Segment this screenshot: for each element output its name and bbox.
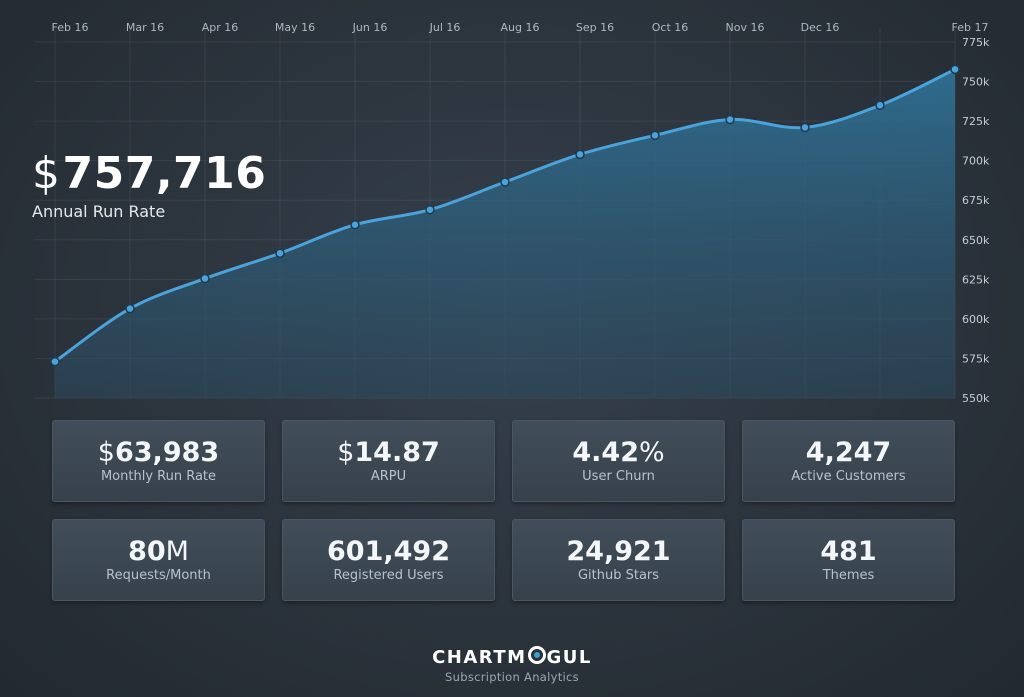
metric-prefix: $: [97, 437, 115, 469]
metric-label: Active Customers: [791, 468, 906, 484]
x-tick-label: May 16: [275, 21, 315, 34]
x-tick-label: Feb 16: [52, 21, 89, 34]
arr-area-chart: Feb 16 Mar 16 Apr 16 May 16 Jun 16 Jul 16 Aug …: [50, 21, 990, 405]
metric-number: 4.42: [572, 437, 639, 469]
metric-label: Registered Users: [333, 567, 444, 583]
metric-number: 63,983: [114, 437, 220, 469]
y-tick-label: 725k: [962, 115, 990, 128]
x-tick-label: Nov 16: [726, 21, 765, 34]
y-axis-labels: 550k 575k 600k 625k 650k 675k 700k 725k 750k 775k: [962, 36, 990, 405]
x-tick-label: Mar 16: [126, 21, 164, 34]
metric-number: 24,921: [566, 536, 671, 568]
metric-value: 24,921: [566, 537, 670, 567]
annual-run-rate-label: Annual Run Rate: [32, 202, 166, 221]
y-tick-label: 550k: [962, 392, 990, 405]
metric-suffix: M: [165, 536, 189, 568]
data-point: [950, 64, 960, 75]
data-point: [725, 114, 735, 125]
y-tick-label: 600k: [962, 313, 990, 326]
y-tick-label: 750k: [962, 76, 990, 89]
x-tick-label: Dec 16: [801, 21, 840, 34]
metric-tile-registered-users[interactable]: 601,492 Registered Users: [282, 519, 495, 601]
headline-metric: $757,716 Annual Run Rate: [32, 152, 266, 222]
metric-number: 481: [820, 536, 877, 568]
x-tick-label: Jul 16: [429, 21, 461, 34]
metric-tile-arpu[interactable]: $14.87 ARPU: [282, 420, 495, 502]
x-tick-label: Oct 16: [652, 21, 689, 34]
x-axis-labels: Feb 16 Mar 16 Apr 16 May 16 Jun 16 Jul 16 Aug …: [52, 21, 989, 34]
metric-value: 4.42%: [572, 438, 664, 468]
metric-tile-user-churn[interactable]: 4.42% User Churn: [512, 420, 725, 502]
data-point: [500, 177, 510, 187]
metric-tile-monthly-run-rate[interactable]: $63,983 Monthly Run Rate: [52, 420, 265, 502]
metric-number: 601,492: [327, 536, 450, 568]
y-tick-label: 650k: [962, 234, 990, 247]
data-point: [200, 273, 210, 284]
data-points: [50, 64, 960, 367]
metric-prefix: $: [337, 437, 355, 469]
data-point: [800, 122, 810, 133]
data-point: [50, 356, 60, 367]
x-tick-label: Aug 16: [501, 21, 540, 34]
y-tick-label: 700k: [962, 155, 990, 168]
metric-tile-active-customers[interactable]: 4,247 Active Customers: [742, 420, 955, 502]
metric-number: 80: [128, 536, 166, 568]
data-point: [875, 100, 885, 111]
x-tick-label: Sep 16: [576, 21, 614, 34]
annual-run-rate-amount: 757,716: [62, 148, 267, 199]
metric-tiles: $63,983 Monthly Run Rate $14.87 ARPU 4.4…: [52, 420, 956, 601]
x-tick-label: Feb 17: [952, 21, 989, 34]
logo-o-mark-icon: [527, 646, 546, 664]
y-tick-label: 625k: [962, 273, 990, 286]
chartmogul-logo[interactable]: CHARTM GUL: [0, 646, 1024, 668]
metric-label: ARPU: [370, 468, 407, 484]
metric-suffix: %: [638, 437, 665, 469]
data-point: [275, 248, 285, 258]
metric-value: 601,492: [327, 537, 450, 567]
area-fill: [55, 69, 955, 398]
metric-value: $14.87: [337, 438, 440, 468]
annual-run-rate-value: $757,716: [32, 152, 266, 196]
metric-tile-themes[interactable]: 481 Themes: [742, 519, 955, 601]
metric-tile-github-stars[interactable]: 24,921 Github Stars: [512, 519, 725, 601]
metric-label: Github Stars: [577, 567, 660, 583]
y-tick-label: 775k: [962, 36, 990, 49]
brand-footer: CHARTM GUL Subscription Analytics: [0, 646, 1024, 684]
metric-number: 4,247: [805, 437, 892, 469]
x-tick-label: Jun 16: [352, 21, 388, 34]
data-point: [425, 204, 435, 215]
metric-value: 80M: [128, 537, 189, 567]
data-point: [650, 130, 660, 141]
data-point: [575, 149, 585, 160]
metric-value: $63,983: [98, 438, 219, 468]
logo-text-part2: GUL: [546, 647, 592, 668]
brand-tagline: Subscription Analytics: [445, 670, 579, 684]
metric-value: 481: [820, 537, 876, 567]
metric-label: Themes: [822, 567, 875, 583]
metric-label: Monthly Run Rate: [100, 468, 217, 484]
metric-number: 14.87: [354, 437, 440, 469]
y-tick-label: 675k: [962, 194, 990, 207]
y-tick-label: 575k: [962, 352, 990, 365]
data-point: [125, 303, 135, 314]
metric-label: User Churn: [582, 468, 655, 484]
logo-text-part1: CHARTM: [432, 647, 527, 668]
data-point: [350, 219, 360, 230]
currency-symbol: $: [32, 148, 61, 199]
metric-value: 4,247: [806, 438, 891, 468]
metric-tile-requests-month[interactable]: 80M Requests/Month: [52, 519, 265, 601]
x-tick-label: Apr 16: [202, 21, 239, 34]
metric-label: Requests/Month: [106, 567, 211, 583]
